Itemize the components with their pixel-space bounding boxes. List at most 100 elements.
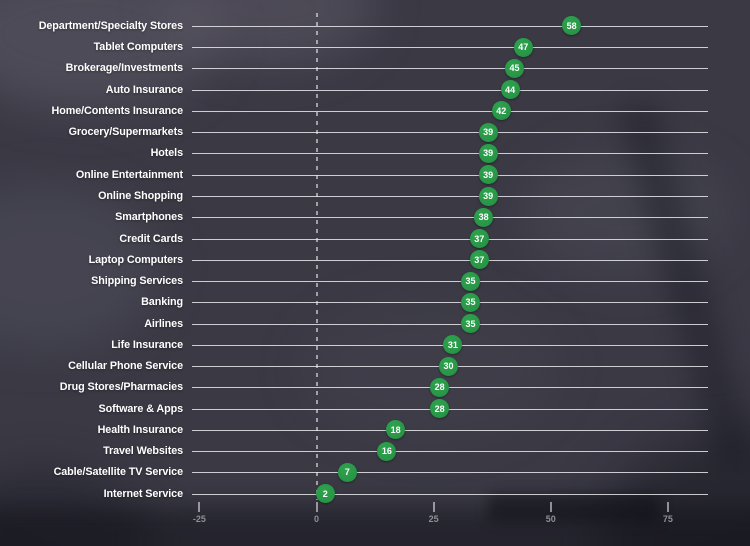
row-line [192,493,708,495]
category-label: Shipping Services [91,275,183,288]
category-label: Health Insurance [97,423,184,436]
data-point-marker: 44 [500,80,520,100]
chart-row: Internet Service 2 [0,483,750,504]
data-point-marker: 35 [461,271,480,291]
row-line [192,25,708,27]
data-point-marker: 30 [439,356,458,376]
chart-row: Life Insurance 31 [0,334,750,355]
data-point-marker: 42 [491,101,511,121]
chart-row: Smartphones 38 [0,207,750,228]
category-label: Airlines [144,317,183,330]
chart-row: Health Insurance 18 [0,419,750,440]
category-label: Banking [141,296,183,309]
data-point-marker: 38 [474,207,494,227]
data-point-marker: 39 [478,143,498,163]
chart-row: Travel Websites 16 [0,441,750,462]
row-line [192,153,708,155]
row-line [192,68,708,70]
category-label: Brokerage/Investments [65,62,183,75]
row-line [192,472,708,474]
data-point-marker: 39 [478,186,498,206]
chart-row: Grocery/Supermarkets 39 [0,122,750,143]
data-point-marker: 28 [430,399,450,419]
row-line [192,259,708,261]
data-point-marker: 28 [430,377,450,397]
category-label: Department/Specialty Stores [38,19,183,32]
row-line [192,451,708,453]
category-label: Life Insurance [111,338,183,351]
data-point-marker: 7 [337,462,357,482]
chart-row: Department/Specialty Stores 58 [0,15,750,36]
data-point-marker: 39 [478,165,498,185]
row-line [192,132,708,134]
data-point-marker: 58 [562,16,582,36]
row-line [192,429,708,431]
chart-row: Software & Apps 28 [0,398,750,419]
x-axis-tick-label: 25 [428,514,439,524]
chart-row: Online Shopping 39 [0,185,750,206]
row-line [192,217,708,219]
x-axis-tick [432,502,435,512]
row-line [192,174,708,176]
category-label: Drug Stores/Pharmacies [59,381,183,394]
category-label: Grocery/Supermarkets [68,126,184,139]
row-line [192,281,708,283]
data-point-marker: 37 [469,229,489,249]
chart-row: Cellular Phone Service 30 [0,356,750,377]
data-point-marker: 39 [478,122,498,142]
chart-row: Laptop Computers 37 [0,249,750,270]
category-label: Cellular Phone Service [68,360,183,373]
data-point-marker: 45 [505,58,524,78]
category-label: Cable/Satellite TV Service [53,466,184,479]
category-label: Credit Cards [119,232,183,245]
row-line [192,47,708,49]
x-axis-tick [666,502,669,512]
chart-row: Brokerage/Investments 45 [0,58,750,79]
category-label: Auto Insurance [105,83,183,96]
chart-row: Airlines 35 [0,313,750,334]
chart-row: Banking 35 [0,292,750,313]
chart-row: Auto Insurance 44 [0,79,750,100]
x-axis-tick-label: -25 [192,514,206,524]
row-line [192,387,708,389]
x-axis-tick-label: 50 [545,514,556,524]
data-point-marker: 18 [386,420,406,440]
category-label: Internet Service [103,487,184,500]
row-line [192,110,708,112]
chart-row: Cable/Satellite TV Service 7 [0,462,750,483]
row-line [192,408,708,410]
row-line [192,89,708,91]
data-point-marker: 47 [513,37,533,57]
category-label: Tablet Computers [93,41,183,54]
chart-row: Tablet Computers 47 [0,37,750,58]
row-line [192,196,708,197]
data-point-marker: 35 [461,292,480,312]
row-line [192,302,708,304]
category-label: Travel Websites [103,445,183,458]
category-label: Software & Apps [98,402,184,415]
data-point-marker: 2 [315,484,335,504]
data-point-marker: 37 [469,250,489,270]
chart-row: Home/Contents Insurance 42 [0,100,750,121]
row-line [192,238,708,240]
chart-row: Online Entertainment 39 [0,164,750,185]
x-axis-tick-label: 75 [662,514,673,524]
category-label: Hotels [150,147,184,160]
chart-row: Hotels 39 [0,143,750,164]
category-label: Home/Contents Insurance [51,104,184,117]
chart-row: Drug Stores/Pharmacies 28 [0,377,750,398]
data-point-marker: 35 [461,314,480,334]
zero-axis-dashed-line [315,13,318,500]
chart-row: Credit Cards 37 [0,228,750,249]
data-point-marker: 16 [377,441,397,461]
row-line [192,323,708,325]
category-label: Smartphones [115,211,183,224]
category-label: Laptop Computers [88,253,183,266]
x-axis-tick [198,502,201,512]
x-axis-tick [315,502,318,512]
category-label: Online Entertainment [75,168,183,181]
chart-row: Shipping Services 35 [0,270,750,291]
category-label: Online Shopping [98,190,183,202]
